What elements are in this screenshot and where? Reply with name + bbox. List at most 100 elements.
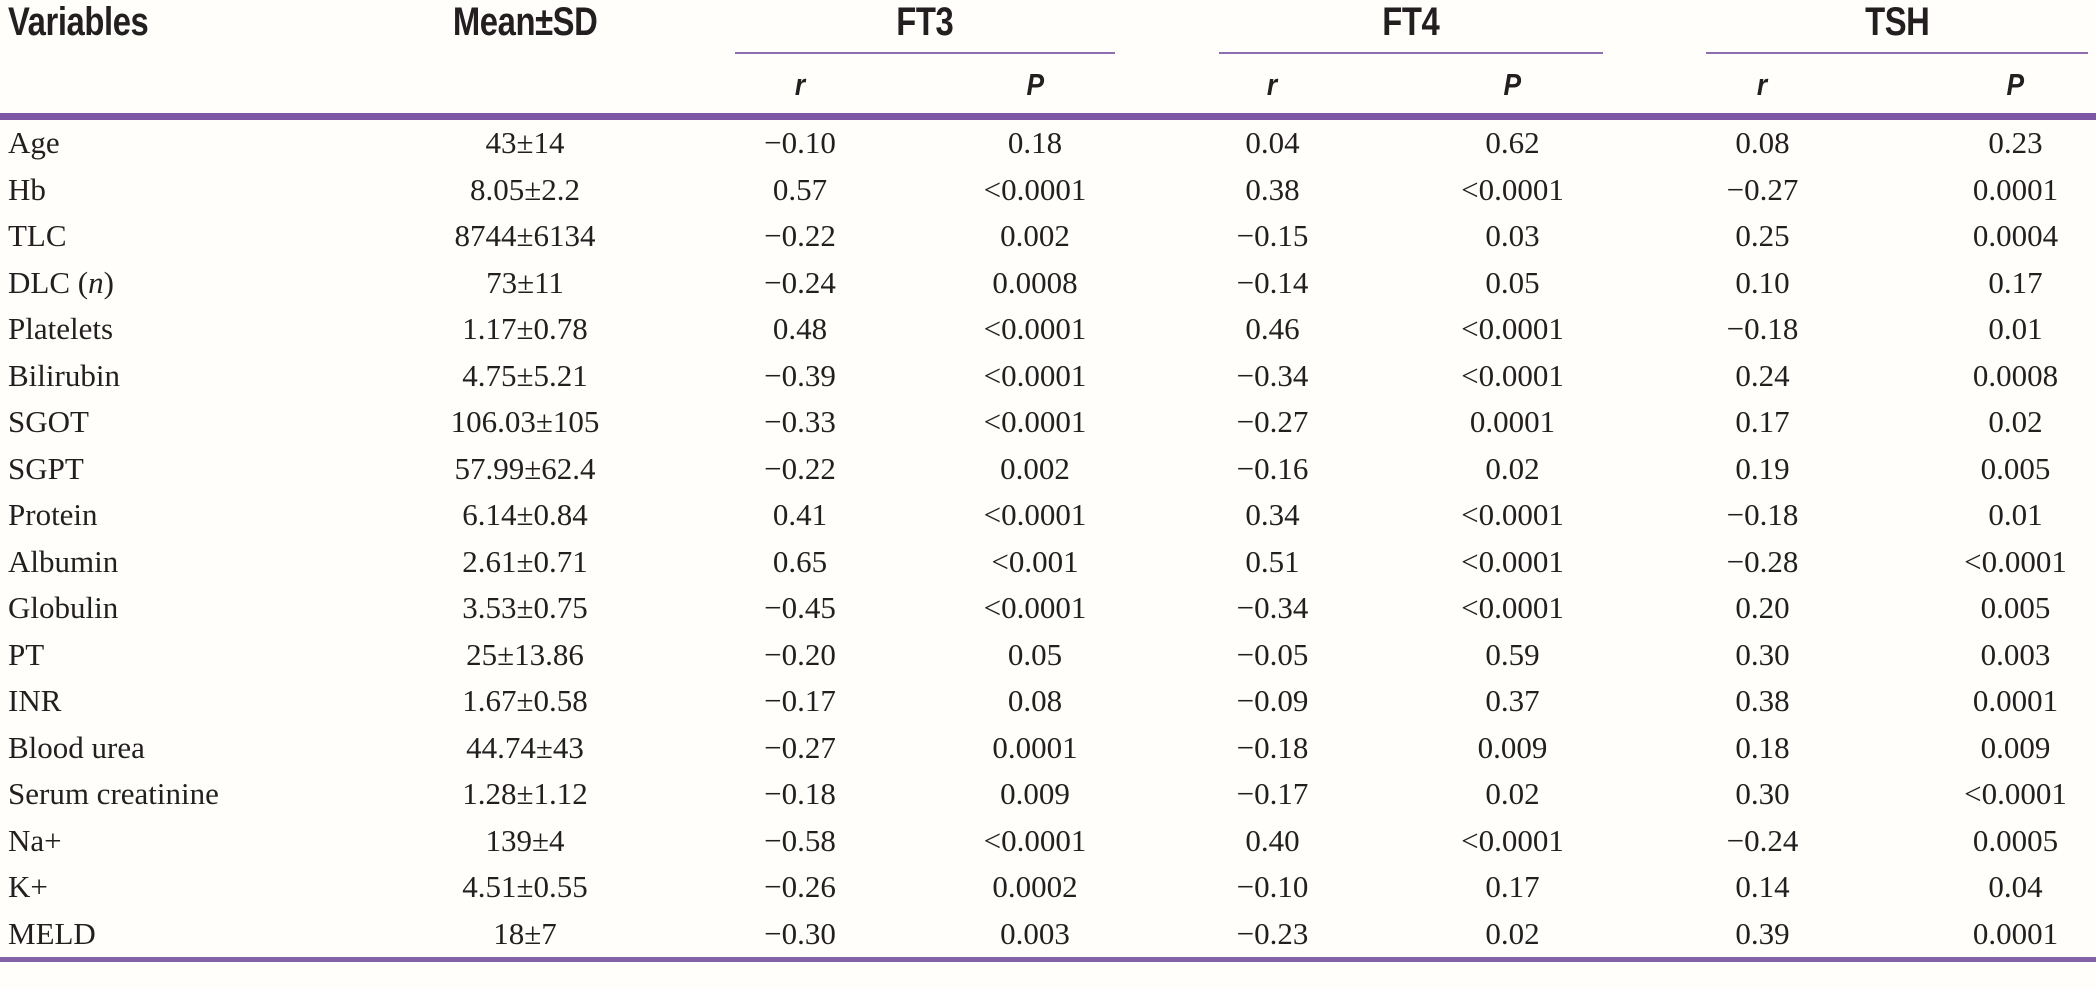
cell-mean-sd: 4.51±0.55 bbox=[462, 869, 588, 905]
cell-mean-sd: 1.28±1.12 bbox=[462, 776, 588, 812]
cell-ft3-r: 0.57 bbox=[772, 171, 828, 207]
cell-tsh-p: 0.0005 bbox=[1972, 822, 2059, 858]
cell-ft3-r: −0.20 bbox=[764, 636, 836, 672]
table-header: Variables Mean±SD FT3 FT4 TSH r P r P r … bbox=[0, 0, 2096, 120]
cell-ft4-p: 0.59 bbox=[1485, 636, 1540, 672]
cell-variable: Age bbox=[8, 125, 60, 161]
cell-ft4-r: −0.34 bbox=[1236, 357, 1309, 393]
cell-mean-sd: 8744±6134 bbox=[454, 218, 596, 254]
cell-ft4-p: <0.0001 bbox=[1461, 497, 1564, 533]
cell-ft3-p: 0.18 bbox=[1007, 125, 1063, 161]
cell-tsh-r: 0.19 bbox=[1735, 450, 1790, 486]
subheader-ft4-r: r bbox=[1155, 55, 1390, 120]
cell-tsh-r: −0.18 bbox=[1726, 497, 1799, 533]
cell-ft4-r: 0.51 bbox=[1245, 543, 1300, 579]
cell-mean-sd: 2.61±0.71 bbox=[462, 543, 588, 579]
cell-ft3-r: −0.22 bbox=[764, 218, 836, 254]
table-row: INR 1.67±0.58 −0.17 0.08 −0.09 0.37 0.38 0.0001 bbox=[0, 678, 2096, 725]
cell-ft3-p: 0.009 bbox=[1000, 776, 1070, 812]
subheader-tsh-r: r bbox=[1635, 55, 1890, 120]
cell-variable: SGPT bbox=[8, 450, 84, 486]
cell-tsh-r: 0.30 bbox=[1735, 636, 1790, 672]
table-row: Na+ 139±4 −0.58 <0.0001 0.40 <0.0001 −0.24 0.00… bbox=[0, 818, 2096, 865]
cell-ft4-p: <0.0001 bbox=[1461, 311, 1564, 347]
cell-ft3-r: −0.10 bbox=[764, 125, 836, 161]
cell-ft4-r: −0.23 bbox=[1155, 910, 1390, 962]
cell-tsh-r: 0.14 bbox=[1735, 869, 1790, 905]
cell-variable: Blood urea bbox=[8, 729, 145, 765]
cell-variable: TLC bbox=[8, 218, 67, 254]
cell-tsh-p: 0.0001 bbox=[1972, 171, 2059, 207]
cell-ft3-p: 0.0002 bbox=[992, 869, 1078, 905]
variables-label: Variables bbox=[8, 0, 149, 44]
cell-ft4-p: <0.0001 bbox=[1461, 543, 1564, 579]
cell-ft4-r: −0.16 bbox=[1236, 450, 1309, 486]
column-group-ft4: FT4 bbox=[1155, 0, 1635, 55]
table-row: DLC (n) 73±11 −0.24 0.0008 −0.14 0.05 0.10 0.17 bbox=[0, 260, 2096, 307]
cell-mean-sd: 43±14 bbox=[485, 125, 565, 161]
table-row: K+ 4.51±0.55 −0.26 0.0002 −0.10 0.17 0.14 0.04 bbox=[0, 864, 2096, 911]
cell-mean-sd: 57.99±62.4 bbox=[454, 450, 596, 486]
table-row: Bilirubin 4.75±5.21 −0.39 <0.0001 −0.34 <0.00… bbox=[0, 353, 2096, 400]
cell-mean-sd: 106.03±105 bbox=[450, 404, 600, 440]
cell-tsh-r: −0.28 bbox=[1726, 543, 1799, 579]
cell-tsh-p: 0.0001 bbox=[1972, 683, 2059, 719]
table-row: PT 25±13.86 −0.20 0.05 −0.05 0.59 0.30 0.003 bbox=[0, 632, 2096, 679]
cell-ft3-p: <0.001 bbox=[991, 543, 1079, 579]
cell-variable: Albumin bbox=[8, 543, 119, 579]
cell-ft3-r: −0.18 bbox=[764, 776, 836, 812]
cell-variable: Hb bbox=[8, 171, 46, 207]
cell-ft4-r: −0.18 bbox=[1236, 729, 1309, 765]
column-group-ft3: FT3 bbox=[720, 0, 1155, 55]
cell-tsh-p: 0.005 bbox=[1980, 450, 2051, 486]
cell-ft3-r: −0.58 bbox=[764, 822, 836, 858]
cell-ft4-r: 0.38 bbox=[1245, 171, 1300, 207]
table-row: Albumin 2.61±0.71 0.65 <0.001 0.51 <0.0001 −0.… bbox=[0, 539, 2096, 586]
cell-tsh-p: 0.003 bbox=[1980, 636, 2051, 672]
cell-tsh-p: 0.005 bbox=[1980, 590, 2051, 626]
cell-variable: INR bbox=[8, 683, 62, 719]
cell-variable: K+ bbox=[8, 869, 48, 905]
tsh-label: TSH bbox=[1864, 0, 1930, 44]
column-header-variables: Variables bbox=[0, 0, 330, 120]
cell-variable: Na+ bbox=[8, 822, 62, 858]
table-body: Age 43±14 −0.10 0.18 0.04 0.62 0.08 0.23 Hb 8.05±… bbox=[0, 117, 2096, 962]
cell-ft4-p: 0.37 bbox=[1485, 683, 1540, 719]
cell-ft4-r: 0.34 bbox=[1245, 497, 1300, 533]
column-group-tsh: TSH bbox=[1635, 0, 2096, 55]
cell-ft4-r: 0.40 bbox=[1245, 822, 1300, 858]
table-row: Age 43±14 −0.10 0.18 0.04 0.62 0.08 0.23 bbox=[0, 117, 2096, 167]
cell-ft4-p: 0.009 bbox=[1477, 729, 1548, 765]
cell-variable: MELD bbox=[0, 910, 330, 962]
header-group-row: Variables Mean±SD FT3 FT4 TSH bbox=[0, 0, 2096, 120]
cell-variable: Protein bbox=[8, 497, 98, 533]
cell-ft4-r: 0.04 bbox=[1245, 125, 1300, 161]
cell-tsh-r: 0.24 bbox=[1735, 357, 1790, 393]
table-row: Serum creatinine 1.28±1.12 −0.18 0.009 −0.17… bbox=[0, 771, 2096, 818]
cell-ft3-r: −0.39 bbox=[764, 357, 836, 393]
subheader-ft4-p: P bbox=[1390, 55, 1635, 120]
subheader-ft3-p: P bbox=[915, 55, 1155, 120]
cell-ft4-r: −0.05 bbox=[1236, 636, 1309, 672]
subheader-tsh-p: P bbox=[1890, 55, 2096, 120]
cell-mean-sd: 73±11 bbox=[486, 264, 564, 300]
cell-tsh-p: 0.0001 bbox=[1890, 910, 2096, 962]
cell-ft3-r: −0.27 bbox=[764, 729, 836, 765]
cell-tsh-p: 0.009 bbox=[1980, 729, 2051, 765]
cell-variable: SGOT bbox=[8, 404, 89, 440]
cell-tsh-p: 0.04 bbox=[1988, 869, 2043, 905]
cell-tsh-p: 0.17 bbox=[1988, 264, 2043, 300]
cell-ft3-p: 0.0001 bbox=[992, 729, 1078, 765]
cell-tsh-r: −0.27 bbox=[1726, 171, 1799, 207]
table-row: Blood urea 44.74±43 −0.27 0.0001 −0.18 0.009 0… bbox=[0, 725, 2096, 772]
cell-tsh-r: 0.20 bbox=[1735, 590, 1790, 626]
cell-tsh-p: <0.0001 bbox=[1964, 543, 2067, 579]
cell-ft3-p: <0.0001 bbox=[983, 357, 1087, 393]
cell-variable: Bilirubin bbox=[8, 357, 120, 393]
cell-ft3-r: −0.30 bbox=[720, 910, 915, 962]
header-sub-row: r P r P r P bbox=[0, 55, 2096, 120]
cell-tsh-p: 0.0008 bbox=[1972, 357, 2059, 393]
table-row: Platelets 1.17±0.78 0.48 <0.0001 0.46 <0.0001… bbox=[0, 306, 2096, 353]
cell-ft4-r: −0.10 bbox=[1236, 869, 1309, 905]
cell-ft4-p: 0.02 bbox=[1485, 776, 1540, 812]
